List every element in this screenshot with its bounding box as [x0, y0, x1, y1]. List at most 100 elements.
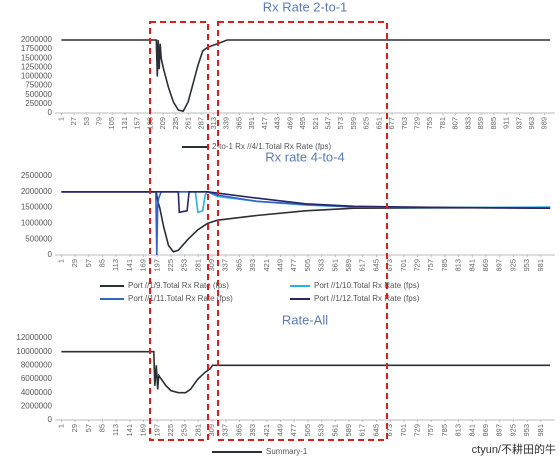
series-line: [61, 350, 551, 394]
x-tick-label: 85: [97, 259, 106, 267]
y-tick-label: 2000000: [21, 401, 53, 410]
x-tick-label: 547: [323, 117, 332, 130]
x-tick-label: 869: [481, 424, 490, 437]
x-tick-label: 449: [275, 424, 284, 437]
x-tick-label: 113: [111, 259, 120, 271]
x-tick-label: 589: [344, 259, 353, 272]
x-tick-label: 105: [107, 117, 116, 130]
y-tick-label: 0: [48, 250, 53, 259]
x-tick-label: 599: [349, 117, 358, 130]
x-tick-label: 169: [139, 424, 148, 437]
x-tick-label: 897: [495, 259, 504, 272]
x-tick-label: 141: [125, 259, 134, 272]
x-tick-label: 561: [330, 424, 339, 437]
x-tick-label: 421: [262, 424, 271, 437]
y-tick-label: 0: [48, 108, 53, 117]
x-tick-label: 729: [412, 117, 421, 130]
x-tick-label: 701: [399, 259, 408, 272]
x-tick-label: 925: [508, 259, 517, 272]
x-tick-label: 197: [152, 259, 161, 272]
x-tick-label: 729: [412, 259, 421, 272]
chart-title: Rx Rate 2-to-1: [263, 0, 348, 14]
highlight-box: [149, 21, 209, 441]
y-tick-label: 2000000: [21, 35, 53, 44]
x-tick-label: 79: [94, 117, 103, 125]
x-tick-label: 981: [536, 259, 545, 272]
charts: Rx Rate 2-to-102500005000007500001000000…: [16, 0, 555, 456]
x-tick-label: 981: [536, 424, 545, 437]
x-tick-label: 703: [400, 117, 409, 130]
series-line: [61, 191, 551, 214]
x-tick-label: 253: [180, 259, 189, 272]
x-tick-label: 57: [84, 424, 93, 432]
x-tick-label: 131: [120, 117, 129, 130]
x-tick-label: 393: [248, 259, 257, 272]
x-tick-label: 169: [139, 259, 148, 272]
x-tick-label: 53: [82, 117, 91, 125]
x-tick-label: 755: [425, 117, 434, 130]
x-tick-label: 617: [358, 424, 367, 437]
x-tick-label: 937: [514, 117, 523, 130]
x-tick-label: 521: [311, 117, 320, 130]
x-tick-label: 469: [285, 117, 294, 130]
x-tick-label: 807: [451, 117, 460, 130]
x-tick-label: 859: [476, 117, 485, 130]
x-tick-label: 281: [193, 259, 202, 272]
legend-label: Summary-1: [266, 447, 308, 456]
y-tick-label: 1000000: [21, 219, 53, 228]
y-tick-label: 0: [48, 415, 53, 424]
x-tick-label: 833: [463, 117, 472, 130]
y-tick-label: 4000000: [21, 388, 53, 397]
x-tick-label: 141: [125, 424, 134, 437]
x-tick-label: 253: [180, 424, 189, 437]
y-tick-label: 1500000: [21, 53, 53, 62]
x-tick-label: 729: [412, 424, 421, 437]
x-tick-label: 841: [467, 259, 476, 272]
x-tick-label: 393: [248, 424, 257, 437]
y-tick-label: 2500000: [21, 171, 53, 180]
legend-label: Port //1/9.Total Rx Rate (fps): [128, 281, 229, 290]
x-tick-label: 235: [171, 117, 180, 130]
x-tick-label: 673: [385, 259, 394, 272]
x-tick-label: 337: [221, 259, 230, 272]
x-tick-label: 261: [184, 117, 193, 130]
x-tick-label: 391: [247, 117, 256, 130]
y-tick-label: 2000000: [21, 187, 53, 196]
x-tick-label: 885: [489, 117, 498, 130]
y-tick-label: 1500000: [21, 203, 53, 212]
x-tick-label: 785: [440, 424, 449, 437]
x-tick-label: 533: [317, 424, 326, 437]
x-tick-label: 365: [234, 424, 243, 437]
y-tick-label: 6000000: [21, 374, 53, 383]
x-tick-label: 417: [260, 117, 269, 130]
x-tick-label: 339: [222, 117, 231, 130]
y-tick-label: 1750000: [21, 44, 53, 53]
x-tick-label: 813: [454, 424, 463, 437]
y-tick-label: 250000: [25, 99, 52, 108]
x-tick-label: 897: [495, 424, 504, 437]
chart-title: Rx rate 4-to-4: [265, 149, 344, 164]
x-tick-label: 443: [273, 117, 282, 130]
y-tick-label: 10000000: [16, 347, 52, 356]
x-tick-label: 989: [540, 117, 549, 130]
x-tick-label: 953: [522, 424, 531, 437]
x-tick-label: 281: [193, 424, 202, 437]
x-tick-label: 617: [358, 259, 367, 272]
series-line: [61, 39, 551, 113]
x-tick-label: 589: [344, 424, 353, 437]
y-tick-label: 500000: [25, 234, 52, 243]
x-tick-label: 477: [289, 424, 298, 437]
series-line: [61, 191, 551, 256]
x-tick-label: 449: [275, 259, 284, 272]
x-tick-label: 841: [467, 424, 476, 437]
x-tick-label: 57: [84, 259, 93, 267]
x-tick-label: 573: [336, 117, 345, 130]
x-tick-label: 561: [330, 259, 339, 272]
x-tick-label: 701: [399, 424, 408, 437]
x-tick-label: 677: [387, 117, 396, 130]
x-tick-label: 495: [298, 117, 307, 130]
legend-label: Port //1/11.Total Rx Rate (fps): [128, 294, 233, 303]
y-tick-label: 12000000: [16, 333, 52, 342]
watermark: ctyun/不耕田的牛: [472, 442, 556, 456]
x-tick-label: 29: [70, 259, 79, 267]
